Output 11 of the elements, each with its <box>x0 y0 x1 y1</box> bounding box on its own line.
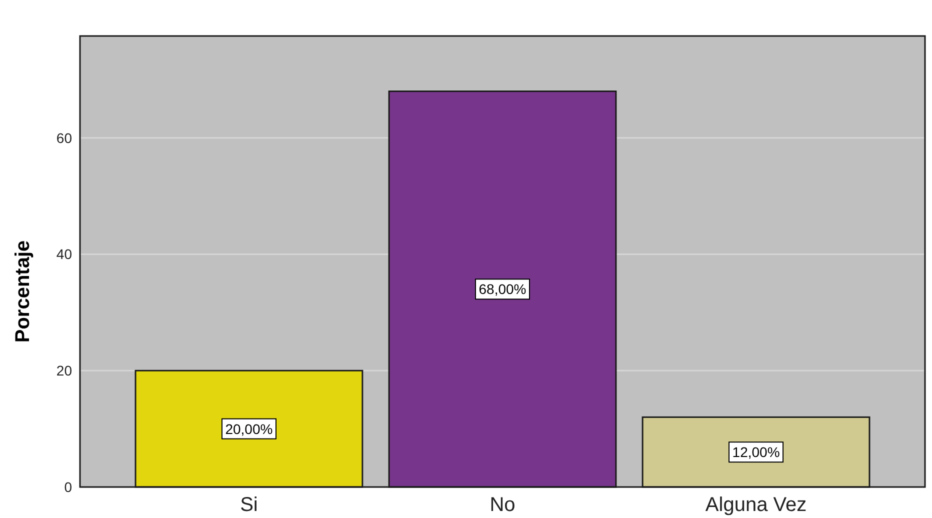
y-axis-title: Porcentaje <box>12 240 34 343</box>
data-label: 12,00% <box>732 444 780 460</box>
y-tick-label: 60 <box>56 130 72 146</box>
y-tick-label: 0 <box>64 479 72 495</box>
x-tick-label: Si <box>240 494 258 516</box>
y-tick-label: 40 <box>56 246 72 262</box>
x-tick-label: No <box>490 494 516 516</box>
data-label: 20,00% <box>225 420 273 437</box>
y-tick-label: 20 <box>56 362 72 379</box>
x-tick-label: Alguna Vez <box>705 494 807 516</box>
data-label: 68,00% <box>478 281 526 298</box>
